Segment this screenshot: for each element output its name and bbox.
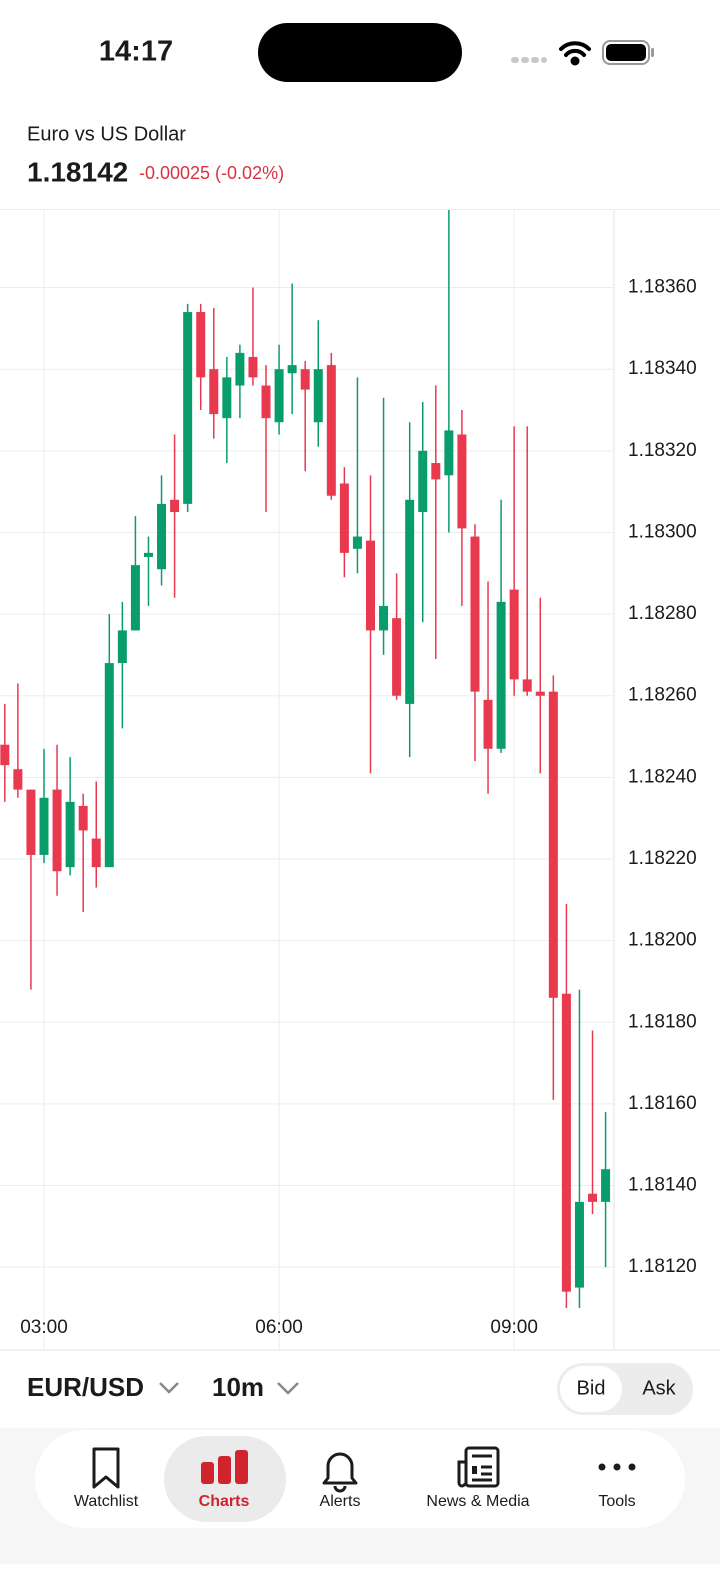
candle-body [522, 679, 532, 692]
chevron [159, 1382, 179, 1394]
y-tick-label: 1.18240 [628, 766, 697, 787]
candle-body [65, 801, 75, 868]
battery [602, 40, 654, 65]
y-tick-label: 1.18120 [628, 1256, 697, 1277]
candle-body [574, 1201, 584, 1288]
candle-body [300, 369, 310, 390]
nav-item[interactable]: Watchlist [74, 1493, 139, 1510]
y-tick-label: 1.18200 [628, 930, 697, 951]
tools-icon [598, 1463, 636, 1471]
nav-item[interactable]: Tools [598, 1493, 635, 1510]
candle-body [209, 369, 219, 415]
y-tick-label: 1.18360 [628, 277, 697, 298]
candle-body [457, 434, 467, 529]
candle-body [287, 365, 297, 374]
candle-body [130, 565, 140, 631]
instrument-title: Euro vs US Dollar [27, 123, 186, 145]
candle-body [91, 838, 101, 868]
y-tick-label: 1.18260 [628, 685, 697, 706]
y-tick-label: 1.18320 [628, 440, 697, 461]
nav-item[interactable]: Charts [199, 1493, 250, 1510]
dynamic-island [258, 23, 462, 82]
x-tick-label: 03:00 [20, 1317, 68, 1338]
candle-body [379, 605, 389, 631]
signal [511, 57, 547, 63]
y-tick-label: 1.18180 [628, 1011, 697, 1032]
watchlist-icon [92, 1447, 120, 1489]
nav-item[interactable]: News & Media [426, 1493, 529, 1510]
bid-selected [560, 1366, 622, 1412]
chevron [277, 1382, 299, 1395]
status-time: 14:17 [99, 36, 173, 68]
candle-body [170, 499, 180, 513]
candle-body [366, 540, 375, 631]
wifi [559, 41, 591, 66]
charts-icon [201, 1450, 248, 1484]
candle-body [261, 385, 271, 419]
candle-body [392, 618, 402, 696]
candle-body [509, 589, 519, 680]
candle-body [157, 503, 167, 570]
candle-body [601, 1169, 611, 1202]
candle-body [352, 536, 362, 549]
plot-area [0, 210, 611, 1308]
price: 1.18142 [27, 156, 128, 187]
candle-body [561, 993, 571, 1292]
candle-body [339, 483, 349, 553]
symbol-select[interactable]: EUR/USD [27, 1372, 144, 1402]
candle-body [274, 369, 284, 423]
nav-item[interactable]: Alerts [320, 1493, 361, 1510]
candle-body [405, 499, 415, 704]
candle-body [13, 769, 23, 790]
candle-body [235, 352, 245, 386]
alerts-icon [322, 1452, 358, 1493]
candle-body [548, 691, 558, 998]
price-change: -0.00025 (-0.02%) [139, 163, 284, 183]
candle-body [248, 356, 258, 378]
candle-body [183, 312, 193, 504]
candle-body [222, 377, 232, 419]
candle-body [496, 601, 506, 749]
candle-body [196, 312, 206, 378]
candle-body [326, 365, 336, 496]
interval-select[interactable]: 10m [212, 1372, 264, 1402]
y-tick-label: 1.18300 [628, 521, 697, 542]
candle-body [39, 797, 49, 855]
candle-body [588, 1193, 598, 1202]
x-tick-label: 06:00 [255, 1317, 303, 1338]
nav-bar [35, 1430, 685, 1528]
candle-body [117, 630, 127, 664]
y-tick-label: 1.18280 [628, 603, 697, 624]
y-tick-label: 1.18220 [628, 848, 697, 869]
candle-body [52, 789, 62, 872]
candle-body [143, 552, 153, 557]
candle-body [78, 805, 88, 831]
candle-body [104, 663, 114, 868]
candle-body [26, 789, 36, 855]
candle-body [444, 430, 454, 476]
candle-body [418, 450, 428, 513]
candle-body [0, 744, 10, 766]
news-icon [457, 1446, 500, 1488]
ask-button[interactable]: Ask [642, 1377, 676, 1399]
y-tick-label: 1.18140 [628, 1175, 697, 1196]
chart: 1.18360 1.18340 1.18320 1.18300 1.18280 1.182… [0, 210, 697, 1350]
candle-body [483, 699, 493, 749]
y-tick-label: 1.18160 [628, 1093, 697, 1114]
candle-body [535, 691, 545, 696]
bid-button[interactable]: Bid [577, 1377, 606, 1399]
y-tick-label: 1.18340 [628, 358, 697, 379]
x-tick-label: 09:00 [490, 1317, 538, 1338]
candle-body [470, 536, 480, 692]
candle-body [313, 369, 323, 423]
candle-body [431, 463, 441, 480]
